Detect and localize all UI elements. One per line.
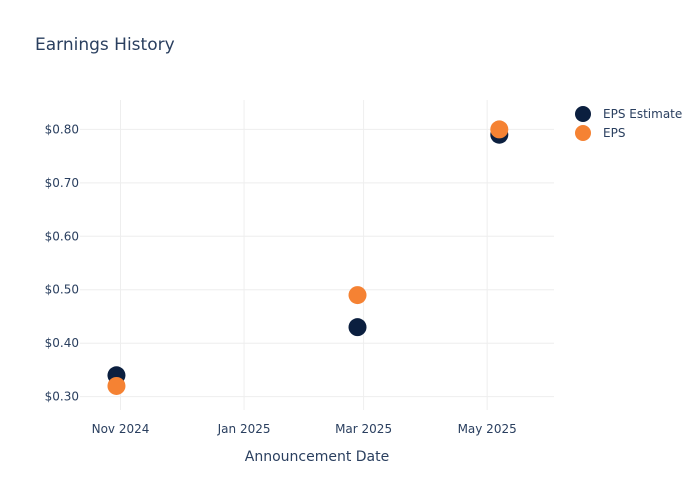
data-point[interactable] bbox=[348, 286, 367, 305]
legend-marker bbox=[575, 106, 591, 122]
y-axis-ticks: $0.30 $0.40 $0.50 $0.60 $0.70 $0.80 bbox=[45, 122, 79, 403]
x-tick-label: Mar 2025 bbox=[335, 422, 392, 436]
legend-item[interactable]: EPS bbox=[575, 125, 625, 141]
data-point[interactable] bbox=[348, 318, 367, 337]
y-tick-label: $0.80 bbox=[45, 122, 79, 136]
y-tick-label: $0.40 bbox=[45, 336, 79, 350]
y-tick-label: $0.70 bbox=[45, 176, 79, 190]
data-point[interactable] bbox=[490, 120, 509, 139]
y-tick-label: $0.60 bbox=[45, 229, 79, 243]
x-tick-label: Jan 2025 bbox=[217, 422, 271, 436]
y-tick-label: $0.50 bbox=[45, 283, 79, 297]
legend-item[interactable]: EPS Estimate bbox=[575, 106, 682, 122]
grid bbox=[80, 100, 554, 410]
data-point[interactable] bbox=[107, 376, 126, 395]
legend-marker bbox=[575, 125, 591, 141]
series-0 bbox=[107, 125, 509, 385]
x-axis-ticks: Nov 2024 Jan 2025 Mar 2025 May 2025 bbox=[92, 422, 517, 436]
x-axis-title: Announcement Date bbox=[245, 449, 389, 465]
legend[interactable]: EPS Estimate EPS bbox=[575, 106, 682, 141]
x-tick-label: May 2025 bbox=[458, 422, 517, 436]
y-tick-label: $0.30 bbox=[45, 390, 79, 404]
legend-label: EPS Estimate bbox=[603, 107, 682, 121]
chart-title: Earnings History bbox=[35, 35, 175, 55]
legend-label: EPS bbox=[603, 126, 625, 140]
x-tick-label: Nov 2024 bbox=[92, 422, 150, 436]
data-points bbox=[107, 120, 509, 395]
series-1 bbox=[107, 120, 509, 395]
